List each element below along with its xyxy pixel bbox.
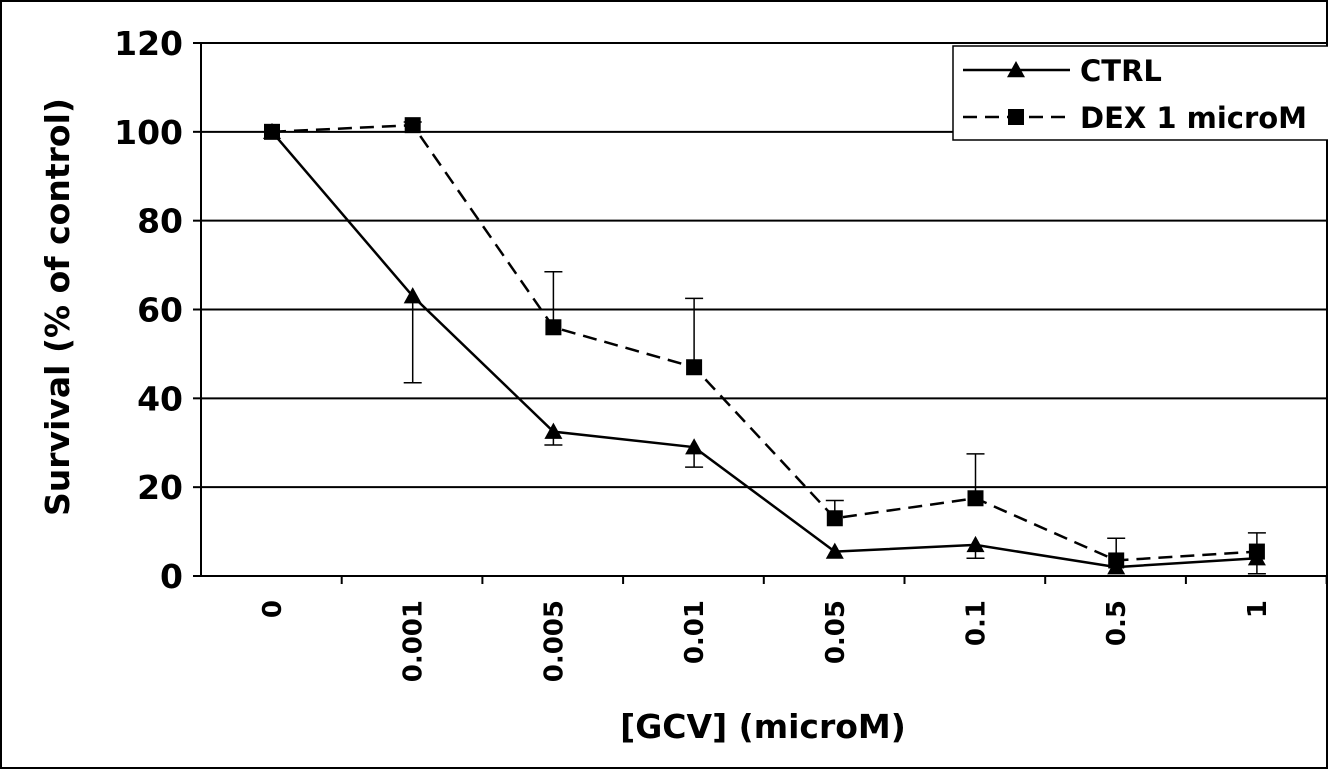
data-point [966, 535, 985, 553]
series-line [271, 123, 1257, 562]
y-tick-label: 120 [114, 24, 183, 63]
x-tick-label: 1 [1243, 600, 1273, 618]
x-tick-label: 0.1 [962, 600, 992, 646]
series-ctrl [263, 122, 1266, 575]
data-point [825, 542, 844, 559]
y-axis-label: Survival (% of control) [38, 98, 77, 516]
legend-label: CTRL [1080, 54, 1162, 88]
y-tick-label: 60 [137, 291, 183, 330]
grid-lines [201, 42, 1328, 489]
series-dex [264, 117, 1266, 569]
data-point [1108, 552, 1125, 569]
legend-marker [1007, 61, 1025, 78]
y-tick-label: 0 [160, 557, 183, 596]
y-tick-label: 80 [137, 202, 183, 241]
data-point [686, 359, 703, 376]
legend-items: CTRL DEX 1 microM [963, 54, 1307, 135]
axes: 0 20 40 60 80 100 120 0 0.001 0.005 0.01 0.05 0.1 0.5… [114, 24, 1328, 682]
y-tick-label: 20 [137, 468, 183, 507]
legend-marker [1008, 109, 1024, 125]
x-tick-label: 0.001 [399, 600, 429, 682]
y-tick-label: 100 [114, 113, 183, 152]
data-point [826, 510, 843, 527]
data-point [545, 319, 562, 336]
series-layer [263, 117, 1266, 575]
data-point [1248, 543, 1265, 560]
data-point [967, 490, 984, 507]
legend-label: DEX 1 microM [1080, 101, 1307, 135]
legend: CTRL DEX 1 microM [952, 45, 1328, 141]
data-point [403, 287, 422, 304]
x-tick-label: 0.005 [539, 600, 569, 682]
y-tick-label: 40 [137, 379, 183, 418]
series-line [271, 131, 1257, 569]
x-tick-label: 0.05 [821, 600, 851, 664]
x-axis-label: [GCV] (microM) [620, 707, 906, 746]
data-point [685, 438, 704, 455]
data-point [544, 422, 563, 439]
x-tick-label: 0.5 [1102, 600, 1132, 646]
x-tick-label: 0 [258, 600, 288, 618]
x-tick-label: 0.01 [680, 600, 710, 664]
data-point [404, 117, 421, 134]
data-point [264, 123, 280, 140]
